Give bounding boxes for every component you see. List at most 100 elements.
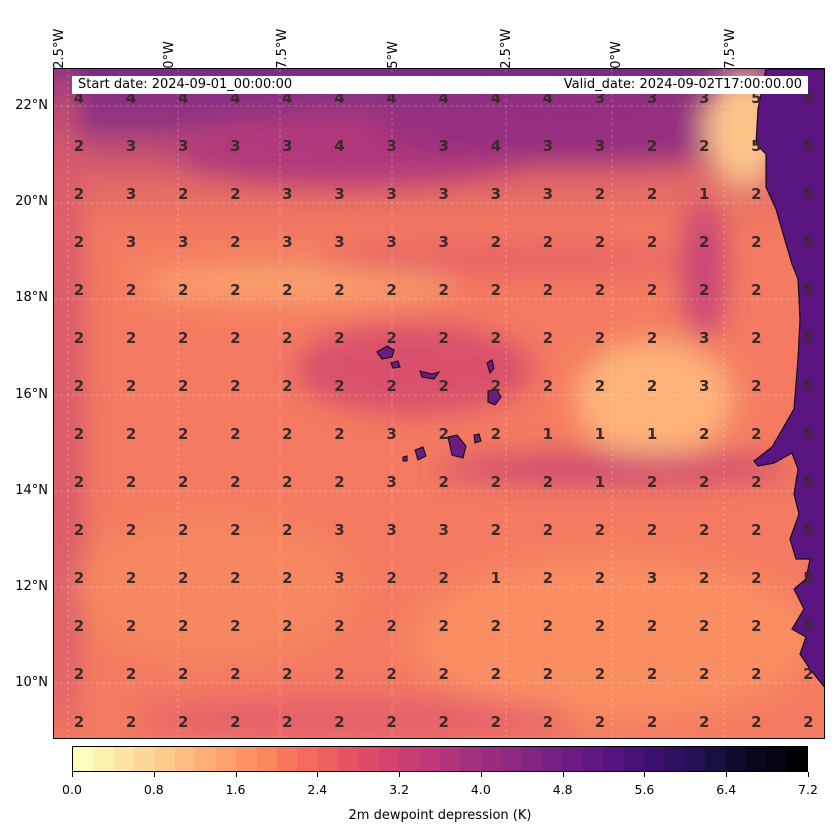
grid-value-r4-c5: 2	[334, 281, 344, 299]
grid-value-r4-c6: 2	[386, 281, 396, 299]
colorbar-tick-label: 7.2	[798, 782, 818, 797]
colorbar-swatch	[664, 747, 685, 771]
grid-value-r8-c10: 1	[595, 473, 605, 491]
colorbar-swatch	[154, 747, 175, 771]
grid-value-r3-c13: 2	[751, 233, 761, 251]
grid-value-r7-c12: 2	[699, 425, 709, 443]
grid-value-r9-c13: 2	[751, 521, 761, 539]
value-grid: 4 4 4 4 4 4 4 4 4 4 3 3 3 5 5 2 3 3 3 3 4 3 3 4 3 3 2 2 5 5 2 3 2 2 3 3 3 3 3 3…	[74, 89, 814, 731]
grid-value-r5-c8: 2	[491, 329, 501, 347]
colorbar-tick-label: 4.8	[552, 782, 573, 797]
grid-value-r5-c9: 2	[543, 329, 553, 347]
grid-value-r3-c1: 3	[126, 233, 136, 251]
grid-value-r12-c5: 2	[334, 665, 344, 683]
grid-value-r6-c7: 2	[438, 377, 448, 395]
grid-value-r13-c0: 2	[74, 713, 84, 731]
grid-value-r2-c6: 3	[386, 185, 396, 203]
grid-value-r10-c6: 2	[386, 569, 396, 587]
grid-value-r12-c7: 2	[438, 665, 448, 683]
grid-value-r9-c6: 3	[386, 521, 396, 539]
grid-value-r4-c1: 2	[126, 281, 136, 299]
grid-value-r0-c10: 3	[595, 89, 605, 107]
grid-value-r2-c12: 1	[699, 185, 709, 203]
grid-value-r7-c6: 3	[386, 425, 396, 443]
grid-value-r3-c14: 5	[803, 233, 813, 251]
grid-value-r10-c8: 1	[491, 569, 501, 587]
grid-value-r8-c3: 2	[230, 473, 240, 491]
grid-value-r2-c8: 3	[491, 185, 501, 203]
grid-value-r8-c4: 2	[282, 473, 292, 491]
grid-value-r0-c5: 4	[334, 89, 344, 107]
grid-value-r2-c7: 3	[438, 185, 448, 203]
grid-value-r7-c5: 2	[334, 425, 344, 443]
grid-value-r10-c4: 2	[282, 569, 292, 587]
colorbar-swatch	[256, 747, 277, 771]
grid-value-r13-c9: 2	[543, 713, 553, 731]
grid-value-r2-c0: 2	[74, 185, 84, 203]
grid-value-r11-c12: 2	[699, 617, 709, 635]
grid-value-r10-c7: 2	[438, 569, 448, 587]
grid-value-r0-c4: 4	[282, 89, 292, 107]
grid-value-r13-c4: 2	[282, 713, 292, 731]
lat-label-20n: 20°N	[15, 194, 48, 209]
grid-value-r8-c8: 2	[491, 473, 501, 491]
colorbar-tick-label: 6.4	[716, 782, 737, 797]
colorbar-tick-label: 4.0	[470, 782, 491, 797]
grid-value-r10-c1: 2	[126, 569, 136, 587]
lat-label-22n: 22°N	[15, 98, 48, 113]
colorbar-swatch	[338, 747, 359, 771]
grid-value-r10-c12: 2	[699, 569, 709, 587]
grid-value-r12-c4: 2	[282, 665, 292, 683]
island-fogo	[414, 446, 427, 461]
grid-value-r7-c11: 1	[647, 425, 657, 443]
grid-value-r1-c6: 3	[386, 137, 396, 155]
colorbar-swatch	[276, 747, 298, 771]
grid-value-r10-c13: 2	[751, 569, 761, 587]
island-brava	[402, 455, 408, 462]
grid-value-r4-c14: 5	[803, 281, 813, 299]
grid-value-r11-c2: 2	[178, 617, 188, 635]
grid-value-r4-c9: 2	[543, 281, 553, 299]
grid-value-r1-c4: 3	[282, 137, 292, 155]
grid-value-r11-c8: 2	[491, 617, 501, 635]
grid-value-r13-c14: 2	[803, 713, 813, 731]
grid-value-r5-c6: 2	[386, 329, 396, 347]
grid-value-r1-c8: 4	[491, 137, 501, 155]
grid-value-r9-c0: 2	[74, 521, 84, 539]
grid-value-r6-c14: 5	[803, 377, 813, 395]
island-sao-vicente	[390, 360, 401, 369]
grid-value-r4-c3: 2	[230, 281, 240, 299]
grid-value-r0-c6: 4	[386, 89, 396, 107]
grid-value-r0-c1: 4	[126, 89, 136, 107]
patch-band-1	[134, 264, 454, 304]
colorbar-label: 2m dewpoint depression (K)	[348, 808, 532, 823]
lat-label-14n: 14°N	[15, 483, 48, 498]
colorbar-swatch	[317, 747, 339, 771]
grid-value-r12-c11: 2	[647, 665, 657, 683]
grid-value-r13-c11: 2	[647, 713, 657, 731]
grid-value-r10-c10: 2	[595, 569, 605, 587]
patch-west-edge	[54, 69, 84, 738]
grid-value-r7-c7: 2	[438, 425, 448, 443]
grid-value-r4-c8: 2	[491, 281, 501, 299]
grid-value-r13-c2: 2	[178, 713, 188, 731]
grid-value-r0-c11: 3	[647, 89, 657, 107]
colorbar-swatch	[480, 747, 502, 771]
grid-value-r9-c5: 3	[334, 521, 344, 539]
colorbar-swatch	[643, 747, 665, 771]
colorbar-swatch	[399, 747, 420, 771]
colorbar-swatch	[582, 747, 604, 771]
grid-value-r12-c12: 2	[699, 665, 709, 683]
colorbar-swatch	[684, 747, 706, 771]
grid-value-r10-c2: 2	[178, 569, 188, 587]
grid-value-r8-c2: 2	[178, 473, 188, 491]
grid-value-r1-c5: 4	[334, 137, 344, 155]
grid-value-r6-c11: 2	[647, 377, 657, 395]
grid-value-r5-c10: 2	[595, 329, 605, 347]
grid-value-r10-c5: 3	[334, 569, 344, 587]
grid-value-r9-c1: 2	[126, 521, 136, 539]
grid-value-r2-c3: 2	[230, 185, 240, 203]
grid-value-r13-c7: 2	[438, 713, 448, 731]
grid-value-r5-c2: 2	[178, 329, 188, 347]
grid-value-r0-c0: 4	[74, 89, 84, 107]
